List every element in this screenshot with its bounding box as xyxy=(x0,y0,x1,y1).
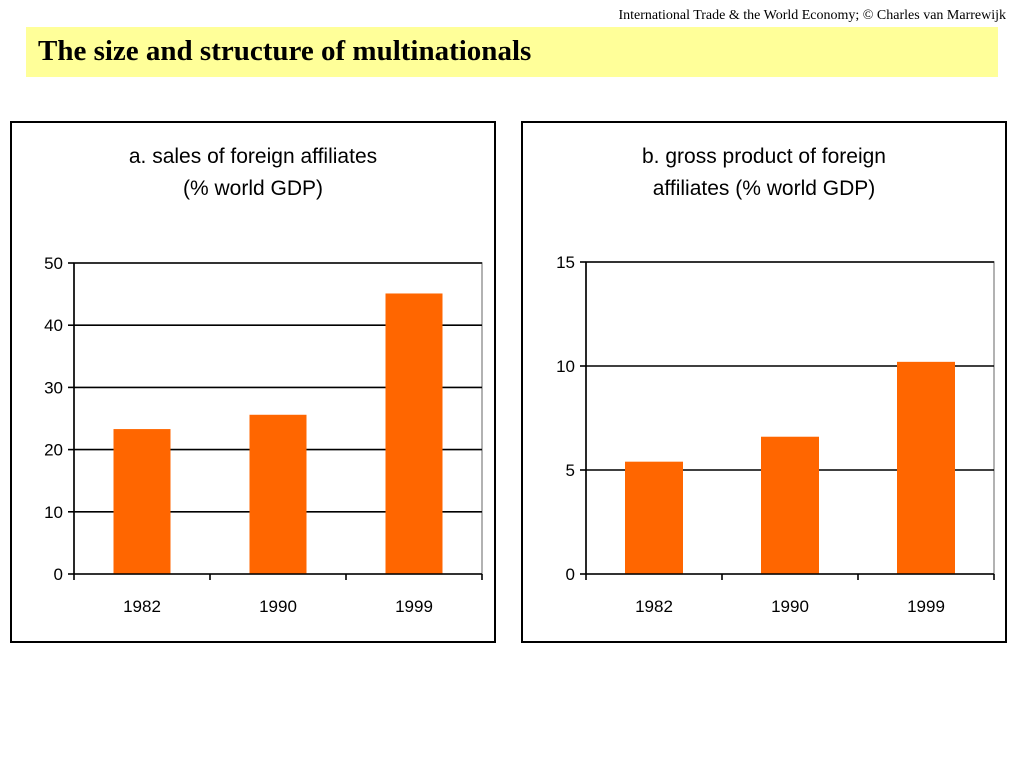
x-tick-label: 1982 xyxy=(123,597,161,616)
y-tick-label: 10 xyxy=(44,503,63,522)
bar-1990 xyxy=(249,414,307,574)
slide-title: The size and structure of multinationals xyxy=(38,35,532,67)
bar-1999 xyxy=(897,361,955,574)
bar-chart-sales: 0 10 20 30 40 50 1982 1990 1999 xyxy=(44,254,483,616)
chart-title-line2: (% world GDP) xyxy=(182,177,324,200)
x-tick-label: 1990 xyxy=(259,597,297,616)
y-tick-label: 20 xyxy=(44,441,63,460)
x-tick-label: 1982 xyxy=(635,597,673,616)
y-tick-label: 10 xyxy=(556,357,575,376)
y-tick-label: 50 xyxy=(44,254,63,273)
bar-1999 xyxy=(385,293,443,574)
y-tick-label: 40 xyxy=(44,316,63,335)
chart-title-line1: b. gross product of foreign xyxy=(642,145,886,168)
chart-panel-sales: a. sales of foreign affiliates (% world … xyxy=(10,121,496,643)
y-tick-label: 30 xyxy=(44,378,63,397)
chart-title-sales: a. sales of foreign affiliates (% world … xyxy=(12,141,494,205)
y-tick-label: 0 xyxy=(54,565,63,584)
x-tick-label: 1999 xyxy=(907,597,945,616)
y-tick-label: 15 xyxy=(556,253,575,272)
bar-1990 xyxy=(761,436,819,574)
header-credit: International Trade & the World Economy;… xyxy=(618,8,1006,23)
bar-chart-gross-product: 0 5 10 15 1982 1990 1999 xyxy=(556,253,995,616)
y-tick-label: 5 xyxy=(566,461,575,480)
x-tick-label: 1990 xyxy=(771,597,809,616)
x-tick-label: 1999 xyxy=(395,597,433,616)
chart-panel-gross-product: b. gross product of foreign affiliates (… xyxy=(521,121,1007,643)
chart-title-line1: a. sales of foreign affiliates xyxy=(128,145,378,168)
bar-1982 xyxy=(113,429,171,574)
y-tick-label: 0 xyxy=(566,565,575,584)
chart-title-gross-product: b. gross product of foreign affiliates (… xyxy=(523,141,1005,205)
bar-1982 xyxy=(625,461,683,574)
chart-title-line2: affiliates (% world GDP) xyxy=(652,177,876,200)
title-band: The size and structure of multinationals xyxy=(26,27,998,77)
